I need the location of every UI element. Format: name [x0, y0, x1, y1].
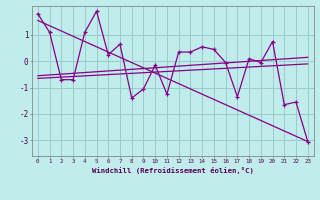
X-axis label: Windchill (Refroidissement éolien,°C): Windchill (Refroidissement éolien,°C): [92, 167, 254, 174]
